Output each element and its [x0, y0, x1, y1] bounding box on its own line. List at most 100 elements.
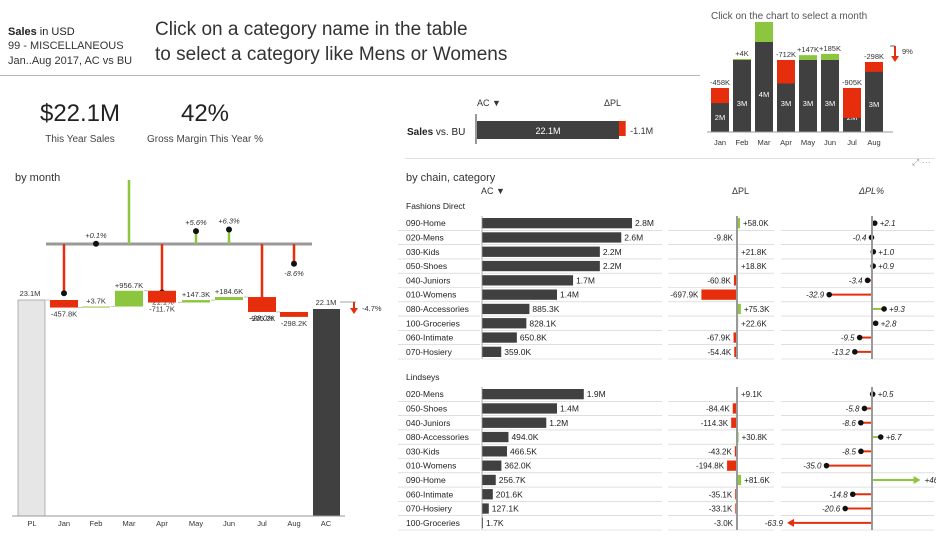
waterfall-step-jun[interactable] — [215, 297, 243, 301]
chain-ac-bar[interactable] — [482, 275, 574, 286]
waterfall-pl-bar[interactable] — [17, 299, 46, 517]
chain-pct-dot[interactable] — [872, 320, 879, 327]
chain-category-name[interactable]: 020-Mens — [406, 389, 444, 399]
chain-ac-bar[interactable] — [482, 403, 557, 414]
chain-ac-bar[interactable] — [482, 417, 547, 428]
waterfall-step-feb[interactable] — [82, 306, 110, 308]
chain-ac-bar[interactable] — [482, 289, 557, 300]
chain-category-name[interactable]: 050-Shoes — [406, 261, 447, 271]
pct-dot-jun[interactable] — [226, 226, 232, 233]
chain-dpl-bar[interactable] — [733, 332, 737, 343]
top-chart-bar-aug[interactable] — [865, 62, 883, 132]
waterfall-ac-bar[interactable] — [313, 309, 340, 516]
chain-category-name[interactable]: 010-Womens — [406, 461, 456, 471]
waterfall-step-apr[interactable] — [148, 290, 176, 303]
waterfall-step-aug[interactable] — [280, 311, 308, 317]
waterfall-month-label[interactable]: Jan — [58, 519, 70, 528]
chain-category-name[interactable]: 090-Home — [406, 218, 446, 228]
top-chart-month-label[interactable]: Apr — [780, 138, 792, 147]
svb-delta-bar[interactable] — [619, 121, 626, 136]
pct-dot-feb[interactable] — [93, 240, 99, 247]
chain-pct-dot[interactable] — [861, 405, 868, 412]
chain-pct-dot[interactable] — [877, 434, 884, 440]
top-chart-bar-mar[interactable] — [755, 42, 773, 132]
chain-pct-dot[interactable] — [858, 448, 864, 455]
chain-ac-bar[interactable] — [482, 218, 632, 229]
waterfall-month-label[interactable]: Jul — [257, 519, 267, 528]
chain-dpl-bar[interactable] — [734, 446, 737, 457]
waterfall-month-label[interactable]: Feb — [90, 519, 103, 528]
chain-col-ac[interactable]: AC ▼ — [481, 186, 505, 196]
chain-pct-dot[interactable] — [856, 334, 863, 341]
chain-category-name[interactable]: 050-Shoes — [406, 403, 447, 413]
chain-category-name[interactable]: 060-Intimate — [406, 333, 454, 343]
chain-pct-dot[interactable] — [858, 419, 864, 426]
top-chart-delta-aug[interactable] — [865, 62, 883, 72]
waterfall-month-label[interactable]: Jun — [223, 519, 235, 528]
top-chart-bar-feb[interactable] — [733, 60, 751, 132]
chain-ac-bar[interactable] — [482, 318, 527, 329]
chain-pct-dot[interactable] — [826, 291, 833, 298]
chain-pct-dot[interactable] — [823, 462, 830, 469]
top-chart-delta-may[interactable] — [799, 55, 817, 60]
chain-ac-bar[interactable] — [482, 346, 502, 357]
chain-ac-bar[interactable] — [482, 332, 517, 343]
chain-group-name[interactable]: Fashions Direct — [406, 201, 466, 211]
chain-dpl-bar[interactable] — [737, 474, 742, 486]
top-chart-delta-apr[interactable] — [777, 60, 795, 84]
chain-pct-dot[interactable] — [852, 349, 858, 355]
top-chart-month-label[interactable]: Aug — [867, 138, 880, 147]
chain-pct-dot[interactable] — [849, 491, 856, 498]
sales-vs-bu-chart[interactable]: AC ▼ ΔPL Sales vs. BU 22.1M -1.1M — [400, 92, 680, 148]
pct-dot-may[interactable] — [193, 228, 199, 235]
chain-category-name[interactable]: 010-Womens — [406, 290, 456, 300]
chain-category-name[interactable]: 070-Hosiery — [406, 347, 453, 357]
chain-group-name[interactable]: Lindseys — [406, 372, 440, 382]
chain-category-name[interactable]: 020-Mens — [406, 232, 444, 242]
top-chart-delta-jul[interactable] — [843, 88, 861, 118]
chain-dpl-bar[interactable] — [737, 303, 741, 315]
chain-category-name[interactable]: 030-Kids — [406, 446, 440, 456]
chain-ac-bar[interactable] — [482, 260, 600, 272]
chain-ac-bar[interactable] — [482, 232, 622, 243]
by-chain-table[interactable]: AC ▼ ΔPL ΔPL% Fashions Direct 090-Home 2.8M +5… — [398, 182, 936, 538]
svb-ac-bar[interactable] — [477, 121, 619, 139]
chain-category-name[interactable]: 060-Intimate — [406, 489, 454, 499]
top-chart-delta-jun[interactable] — [821, 53, 839, 60]
waterfall-step-mar[interactable] — [115, 290, 143, 307]
waterfall-month-label[interactable]: PL — [27, 519, 36, 528]
svb-ac-header[interactable]: AC ▼ — [477, 98, 501, 108]
more-options-icon[interactable]: ⤢ ··· — [912, 157, 931, 167]
top-chart-delta-mar[interactable] — [755, 22, 773, 43]
waterfall-month-label[interactable]: Mar — [123, 519, 136, 528]
waterfall-month-label[interactable]: AC — [321, 519, 332, 528]
top-chart-delta-feb[interactable] — [733, 59, 751, 60]
top-chart-month-label[interactable]: Jan — [714, 138, 726, 147]
chain-pct-dot[interactable] — [864, 277, 871, 284]
chain-ac-bar[interactable] — [482, 517, 483, 528]
chain-ac-bar[interactable] — [482, 303, 530, 315]
top-chart-bar-jun[interactable] — [821, 60, 839, 132]
chain-pct-dot[interactable] — [871, 220, 878, 226]
chain-pct-dot[interactable] — [881, 306, 887, 312]
chain-ac-bar[interactable] — [482, 489, 493, 500]
chain-category-name[interactable]: 100-Groceries — [406, 518, 460, 528]
chain-dpl-bar[interactable] — [701, 289, 737, 300]
chain-dpl-bar[interactable] — [732, 403, 737, 414]
top-chart-month-label[interactable]: Jul — [847, 138, 857, 147]
chain-dpl-bar[interactable] — [731, 417, 737, 428]
chain-category-name[interactable]: 040-Juniors — [406, 418, 450, 428]
chain-dpl-bar[interactable] — [727, 460, 737, 471]
by-month-chart[interactable]: -21.4%+0.1%+34.3%-21.1%+5.6%+6.3%-28.0%-… — [0, 180, 400, 538]
top-chart-delta-jan[interactable] — [711, 88, 729, 104]
top-chart-month-label[interactable]: Mar — [758, 138, 771, 147]
chain-category-name[interactable]: 080-Accessories — [406, 304, 469, 314]
chain-category-name[interactable]: 040-Juniors — [406, 275, 450, 285]
chain-ac-bar[interactable] — [482, 389, 584, 400]
pct-dot-jan[interactable] — [61, 290, 67, 297]
chain-category-name[interactable]: 070-Hosiery — [406, 504, 453, 514]
waterfall-step-may[interactable] — [182, 300, 210, 303]
top-chart-month-label[interactable]: Jun — [824, 138, 836, 147]
chain-category-name[interactable]: 080-Accessories — [406, 432, 469, 442]
chain-pct-dot[interactable] — [842, 505, 849, 512]
